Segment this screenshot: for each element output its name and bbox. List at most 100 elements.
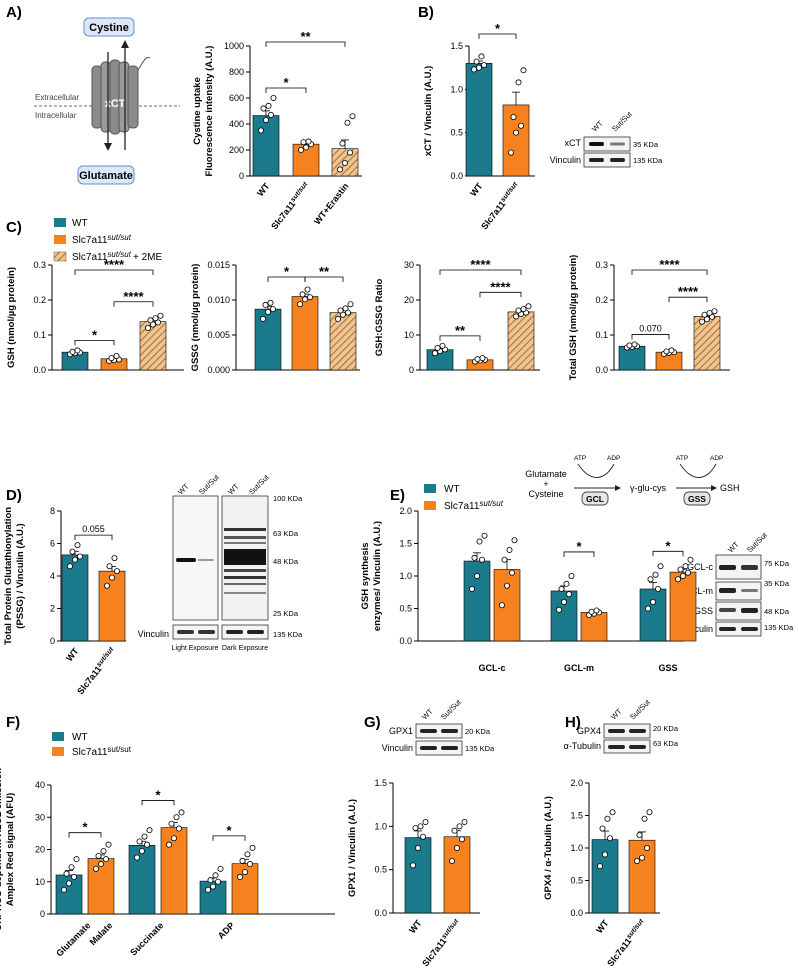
data-point	[636, 832, 643, 839]
blot-g-row-gpx1: GPX1	[389, 726, 413, 736]
data-point	[639, 854, 646, 861]
data-point	[645, 605, 652, 612]
bar-mut-1	[160, 827, 188, 915]
data-point	[299, 291, 306, 298]
significance-bracket	[563, 551, 595, 557]
panel-label-e: E)	[390, 487, 405, 504]
data-point	[711, 308, 718, 315]
legend-c-me-label: Slc7a11sut/sut + 2ME	[72, 250, 162, 263]
legend-e-wt-label: WT	[444, 484, 460, 495]
y-tick-label: 2.0	[399, 506, 412, 516]
data-point	[143, 841, 150, 848]
y-tick-label: 0	[239, 171, 244, 181]
legend-f-mut-swatch	[52, 747, 64, 756]
significance-bracket-label: *	[665, 538, 671, 553]
data-point	[168, 820, 175, 827]
significance-bracket-label: *	[495, 21, 501, 36]
y-tick-label: 40	[35, 780, 45, 790]
legend-e-wt-swatch	[424, 484, 436, 493]
data-point	[473, 573, 480, 580]
data-point	[262, 301, 269, 308]
y-tick-label: 2.0	[570, 778, 583, 788]
significance-bracket	[304, 276, 344, 282]
chart-g: 0.0 0.5 1.0 1.5 GPX1 / Vinculin (A.U.) WTSlc7…	[347, 778, 480, 968]
data-point	[337, 307, 344, 314]
data-point	[434, 344, 441, 351]
data-point	[663, 348, 670, 355]
blot-h-lane-sut: Sut/Sut	[628, 697, 652, 721]
x-group-label: GCL-c	[479, 663, 506, 673]
blot-d-light-lane-wt: WT	[176, 482, 191, 497]
panel-label-f: F)	[6, 714, 20, 731]
data-point	[270, 95, 277, 102]
xct-label: xCT	[105, 98, 126, 110]
bar-wt-2	[639, 588, 667, 642]
significance-bracket	[265, 87, 307, 93]
y-tick-label: 1.0	[450, 84, 463, 94]
blot-d-dark-caption: Dark Exposure	[222, 645, 268, 652]
blot-g: WT Sut/Sut GPX1 20 KDa Vinculin 135 KDa	[382, 697, 495, 756]
y-axis-title: enzymes/ Vinculin (A.U.)	[372, 521, 383, 631]
data-point	[178, 809, 185, 816]
data-point	[706, 309, 713, 316]
data-point	[260, 105, 267, 112]
data-point	[236, 873, 243, 880]
legend-e: WT Slc7a11sut/sut	[424, 484, 504, 512]
blot-d-dark-lane-sut: Sut/Sut	[247, 472, 271, 496]
data-point	[458, 836, 465, 843]
y-tick-label: 0.1	[33, 330, 46, 340]
data-point	[473, 58, 480, 65]
legend-f-mut-label: Slc7a11sut/sut	[72, 745, 132, 758]
data-point	[626, 342, 633, 349]
data-point	[241, 869, 248, 876]
significance-bracket-label: ****	[490, 279, 511, 294]
data-point	[520, 67, 527, 74]
blot-h-row-gpx4: GPX4	[577, 726, 601, 736]
y-axis-title: GPX1 / Vinculin (A.U.)	[347, 799, 358, 897]
data-point	[100, 848, 107, 855]
data-point	[515, 307, 522, 314]
data-point	[478, 556, 485, 563]
data-point	[244, 851, 251, 858]
panel-label-a: A)	[6, 4, 22, 21]
blot-h-row-tubulin: α-Tubulin	[564, 741, 601, 751]
y-axis-title: Amplex Red signal (AFU)	[5, 793, 16, 907]
data-point	[114, 568, 121, 575]
data-point	[301, 296, 308, 303]
pathway-adp-2: ADP	[710, 455, 723, 462]
data-point	[68, 864, 75, 871]
y-axis-title: GSH synthesis	[360, 542, 371, 609]
significance-bracket	[631, 334, 670, 340]
y-tick-label: 800	[229, 67, 244, 77]
data-point	[214, 878, 221, 885]
pathway-curve-1	[577, 463, 615, 478]
significance-bracket-label: *	[576, 539, 582, 554]
y-tick-label: 0	[40, 909, 45, 919]
data-point	[498, 602, 505, 609]
data-point	[104, 582, 111, 589]
data-point	[67, 563, 74, 570]
significance-bracket-label: **	[455, 323, 466, 338]
blot-e-marker-35: 35 KDa	[764, 579, 790, 588]
data-point	[267, 111, 274, 118]
bar-2	[693, 316, 721, 371]
data-point	[302, 144, 309, 151]
blot-d-light-band-sut	[198, 559, 214, 561]
significance-bracket	[479, 291, 522, 298]
significance-bracket	[74, 340, 115, 346]
y-tick-label: 1.0	[374, 821, 387, 831]
y-tick-label: 30	[404, 260, 414, 270]
data-point	[474, 356, 481, 363]
blot-b-vinculin-band-sut	[610, 158, 625, 162]
blot-d-marker-135: 135 KDa	[273, 630, 303, 639]
data-point	[77, 553, 84, 560]
cystine-box	[83, 17, 135, 37]
data-point	[342, 305, 349, 312]
data-point	[468, 586, 475, 593]
data-point	[262, 117, 269, 124]
y-tick-label: 1.0	[399, 571, 412, 581]
data-point	[246, 861, 253, 868]
significance-bracket	[631, 269, 708, 275]
significance-bracket-label: 0.070	[639, 323, 662, 333]
data-point	[597, 863, 604, 870]
